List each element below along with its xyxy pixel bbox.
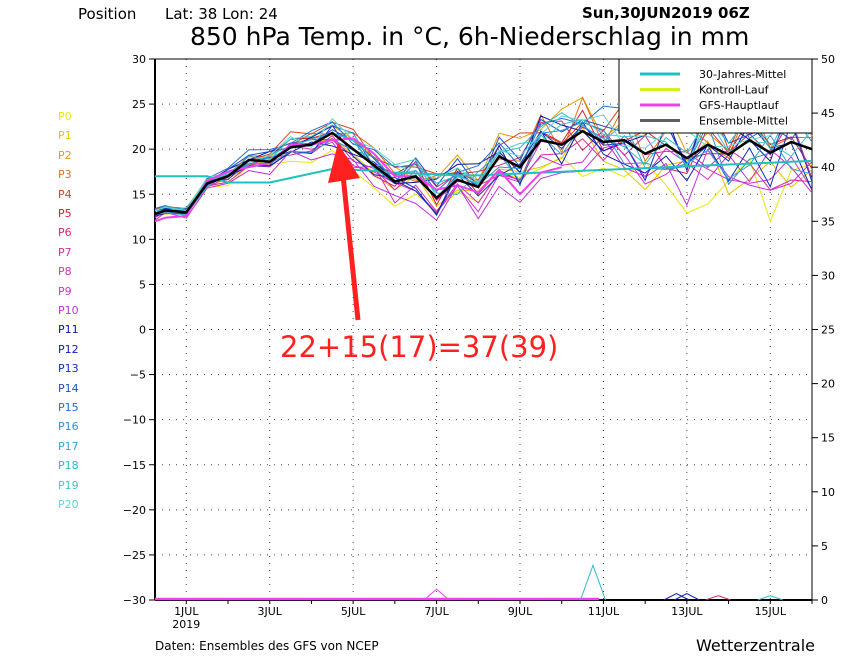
x-tick-label: 15JUL: [755, 605, 787, 618]
y2-tick-label: 5: [821, 540, 828, 553]
member-label-p5: P5: [58, 207, 72, 220]
series-line-gfs-hauptlauf: [154, 137, 562, 223]
legend-label: Ensemble-Mittel: [699, 115, 788, 128]
precip-spike: [674, 592, 700, 601]
y2-tick-label: 50: [821, 53, 835, 66]
x-tick-label: 11JUL: [588, 605, 620, 618]
y-tick-label: 20: [132, 143, 146, 156]
y2-tick-label: 25: [821, 324, 835, 337]
y2-tick-label: 0: [821, 594, 828, 607]
legend-label: GFS-Hauptlauf: [699, 99, 780, 112]
y-tick-label: −10: [123, 414, 146, 427]
x-tick-label: 5JUL: [341, 605, 366, 618]
annotation-arrow-shaft: [340, 174, 361, 321]
member-label-p8: P8: [58, 265, 72, 279]
chart-title: 850 hPa Temp. in °C, 6h-Niederschlag in …: [190, 22, 750, 51]
member-label-p17: P17: [58, 439, 79, 453]
member-label-p4: P4: [58, 187, 72, 201]
y-tick-label: 0: [139, 324, 146, 337]
precip-spike: [580, 563, 606, 601]
y2-tick-label: 10: [821, 486, 835, 499]
x-tick-label: 1JUL: [174, 605, 199, 618]
y-tick-label: −25: [123, 549, 146, 562]
member-label-p14: P14: [58, 381, 79, 395]
y-tick-label: −5: [130, 369, 146, 382]
member-label-p13: P13: [58, 362, 79, 376]
y2-tick-label: 45: [821, 107, 835, 120]
precip-spike: [757, 595, 783, 601]
member-label-p18: P18: [58, 459, 79, 473]
x-tick-label: 13JUL: [671, 605, 703, 618]
x-tick-label: 7JUL: [424, 605, 449, 618]
y-tick-label: −15: [123, 459, 146, 472]
y2-tick-label: 20: [821, 378, 835, 391]
member-label-p9: P9: [58, 284, 72, 298]
lat-lon: Lat: 38 Lon: 24: [165, 5, 278, 23]
precip-spike: [423, 588, 450, 601]
member-label-p6: P6: [58, 226, 72, 240]
member-label-p15: P15: [58, 401, 79, 414]
run-time: Sun,30JUN2019 06Z: [582, 4, 750, 22]
series-line-ensemble-mittel: [154, 129, 813, 216]
member-label-p3: P3: [58, 168, 72, 182]
x-tick-label: 3JUL: [257, 605, 282, 618]
y-tick-label: −30: [123, 594, 146, 607]
position-label: Position: [78, 5, 137, 23]
precip-spike: [663, 592, 690, 601]
member-label-p10: P10: [58, 304, 79, 317]
y2-tick-label: 15: [821, 432, 835, 445]
member-label-p16: P16: [58, 420, 79, 434]
annotation-arrow-head: [328, 143, 360, 183]
y-tick-label: 30: [132, 53, 146, 66]
x-tick-sublabel: 2019: [172, 618, 200, 631]
member-line-p20: [154, 105, 813, 212]
y-tick-label: 25: [132, 98, 146, 111]
y2-tick-label: 40: [821, 161, 835, 174]
y-tick-label: 15: [132, 188, 146, 201]
member-label-p0: P0: [58, 110, 72, 123]
brand: Wetterzentrale: [696, 636, 816, 655]
member-line-p10: [154, 143, 813, 221]
member-label-p2: P2: [58, 148, 72, 162]
y2-tick-label: 30: [821, 269, 835, 282]
member-label-p20: P20: [58, 498, 79, 511]
x-tick-label: 9JUL: [508, 605, 533, 618]
y-tick-label: −20: [123, 504, 146, 517]
precip-spike: [705, 595, 731, 601]
data-source: Daten: Ensembles des GFS von NCEP: [155, 639, 379, 653]
legend-label: 30-Jahres-Mittel: [699, 68, 786, 81]
member-label-p1: P1: [58, 129, 72, 143]
member-label-p19: P19: [58, 478, 79, 492]
legend: 30-Jahres-Mittel Kontroll-Lauf GFS-Hauptla…: [618, 58, 813, 134]
y-tick-label: 5: [139, 278, 146, 291]
y2-tick-label: 35: [821, 215, 835, 228]
annotation-text: 22+15(17)=37(39): [280, 330, 559, 364]
member-label-p12: P12: [58, 342, 79, 356]
legend-label: Kontroll-Lauf: [699, 84, 770, 97]
member-label-p11: P11: [58, 323, 79, 337]
series-line-30-jahres-mittel: [155, 159, 813, 184]
member-label-p7: P7: [58, 245, 72, 259]
y-tick-label: 10: [132, 233, 146, 246]
